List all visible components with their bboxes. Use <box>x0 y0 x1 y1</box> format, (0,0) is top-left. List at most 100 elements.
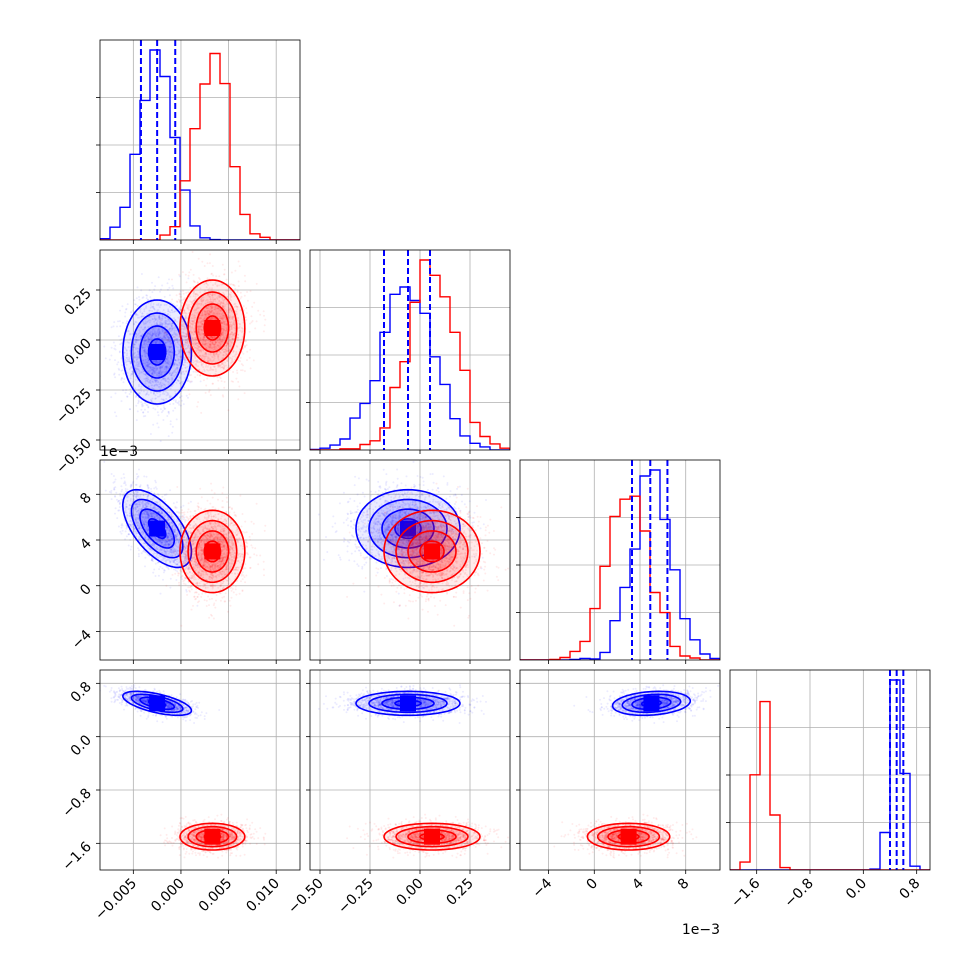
sample-point <box>169 351 172 353</box>
sample-point <box>145 335 148 338</box>
sample-point <box>159 366 162 368</box>
sample-point <box>164 360 167 363</box>
sample-point <box>167 377 170 379</box>
sample-point <box>158 330 161 333</box>
sample-point <box>145 367 148 370</box>
sample-point <box>168 327 171 330</box>
sample-point <box>134 396 137 398</box>
sample-point <box>141 402 144 405</box>
sample-point <box>170 395 173 398</box>
sample-point <box>131 370 134 373</box>
sample-point <box>154 379 157 382</box>
sample-point <box>167 351 170 354</box>
sample-point <box>174 569 177 572</box>
sample-point <box>157 381 160 384</box>
sample-point <box>189 286 192 289</box>
sample-point <box>175 372 178 374</box>
sample-point <box>190 380 192 383</box>
sample-point <box>187 378 190 381</box>
sample-point <box>156 336 159 339</box>
sample-point <box>154 362 157 364</box>
sample-point <box>206 262 209 265</box>
sample-point <box>151 372 153 375</box>
sample-point <box>147 393 150 396</box>
sample-point <box>188 393 191 396</box>
panel-plot-area <box>100 40 300 240</box>
sample-point <box>121 494 124 497</box>
sample-point <box>120 378 123 381</box>
sample-point <box>149 370 151 373</box>
sample-point <box>246 359 248 362</box>
sample-point <box>168 345 171 348</box>
sample-point <box>164 342 167 345</box>
sample-point <box>184 338 187 341</box>
sample-point <box>164 360 166 363</box>
sample-point <box>167 308 170 311</box>
sample-point <box>130 311 132 314</box>
sample-point <box>171 328 174 331</box>
sample-point <box>167 359 170 362</box>
sample-point <box>157 334 160 337</box>
sample-point <box>136 368 139 371</box>
sample-point <box>159 318 162 321</box>
sample-point <box>150 400 153 403</box>
sample-point <box>152 360 155 362</box>
sample-point <box>158 395 161 398</box>
sample-point <box>161 495 164 498</box>
sample-point <box>145 364 148 367</box>
sample-point <box>132 371 134 374</box>
sample-point <box>161 384 164 387</box>
sample-point <box>134 340 137 343</box>
sample-point <box>144 322 147 325</box>
sample-point <box>159 324 162 326</box>
sample-point <box>163 303 166 306</box>
sample-point <box>132 353 135 356</box>
sample-point <box>168 286 171 289</box>
sample-point <box>137 547 140 550</box>
sample-point <box>147 339 150 342</box>
sample-point <box>120 490 123 493</box>
sample-point <box>208 262 211 265</box>
sample-point <box>165 357 168 360</box>
sample-point <box>186 361 189 364</box>
sample-point <box>144 344 147 347</box>
sample-point <box>140 289 143 292</box>
sample-point <box>135 338 138 341</box>
sample-point <box>125 354 128 357</box>
sample-point <box>159 373 162 376</box>
sample-point <box>177 358 180 361</box>
sample-point <box>132 323 135 326</box>
sample-point <box>167 323 170 326</box>
sample-point <box>149 379 152 382</box>
sample-point <box>168 361 171 363</box>
sample-point <box>164 407 167 410</box>
sample-point <box>124 359 127 361</box>
sample-point <box>178 369 180 372</box>
sample-point <box>157 304 160 307</box>
sample-point <box>159 365 162 367</box>
sample-point <box>135 313 138 316</box>
sample-point <box>153 320 156 323</box>
sample-point <box>129 333 132 336</box>
sample-point <box>155 367 158 370</box>
sample-point <box>120 498 123 501</box>
sample-point <box>223 380 226 383</box>
sample-point <box>160 372 163 375</box>
sample-point <box>166 380 169 383</box>
sample-point <box>167 363 170 365</box>
sample-point <box>121 377 124 380</box>
sample-point <box>184 366 187 369</box>
sample-point <box>176 368 179 371</box>
sample-point <box>183 364 186 367</box>
sample-point <box>143 336 146 339</box>
sample-point <box>156 333 159 336</box>
sample-point <box>141 333 144 336</box>
sample-point <box>182 403 185 406</box>
sample-point <box>206 377 209 380</box>
sample-point <box>181 301 184 304</box>
sample-point <box>130 483 132 486</box>
sample-point <box>193 299 196 302</box>
sample-point <box>229 283 232 286</box>
panel-0-0 <box>96 39 301 244</box>
sample-point <box>160 411 163 414</box>
